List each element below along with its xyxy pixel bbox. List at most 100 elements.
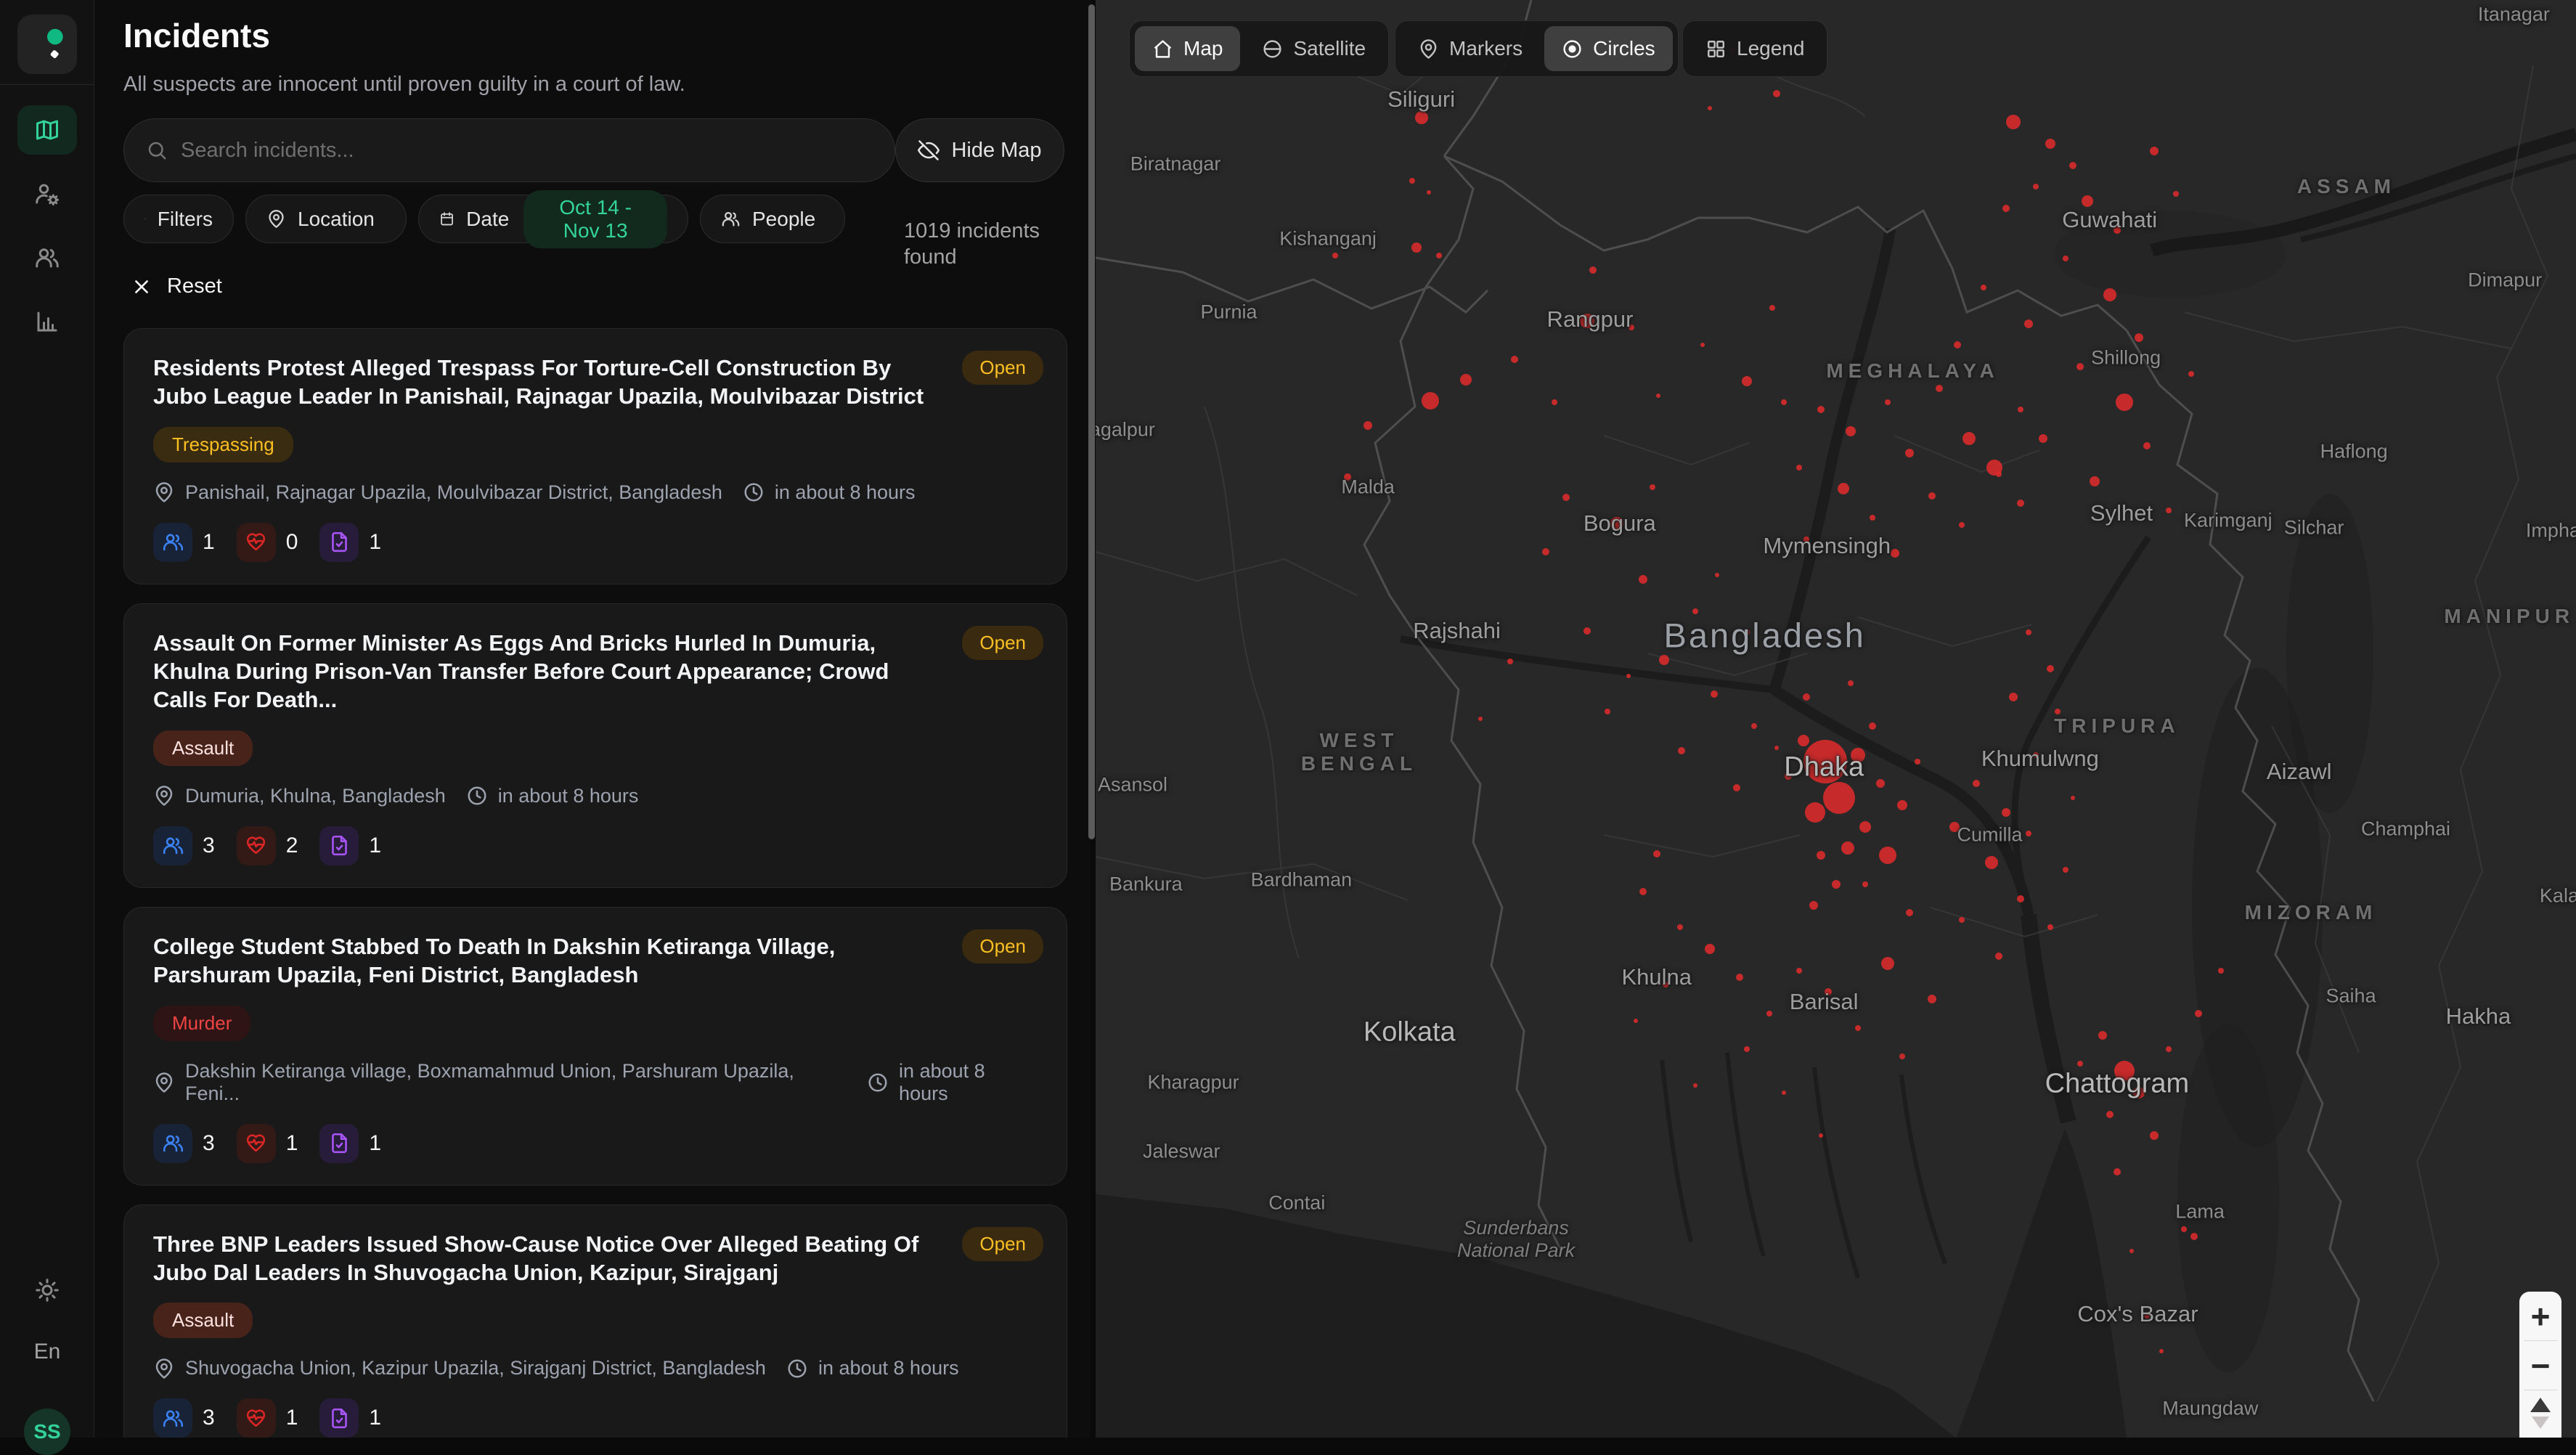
zoom-out-button[interactable]: − — [2519, 1341, 2561, 1390]
suspects-icon — [162, 834, 184, 857]
reports-count: 1 — [369, 530, 381, 555]
reports-chip — [319, 826, 359, 865]
suspects-chip — [153, 523, 192, 562]
incident-title: College Student Stabbed To Death In Daks… — [153, 932, 937, 990]
legend-group: Legend — [1682, 20, 1827, 77]
map-label: TRIPURA — [2054, 714, 2180, 738]
results-count: 1019 incidents found — [904, 218, 1056, 271]
map-label: Hakha — [2446, 1003, 2511, 1030]
location-filter-button[interactable]: Location — [245, 195, 407, 243]
incident-tag: Murder — [153, 1006, 250, 1041]
map-label: Guwahati — [2062, 207, 2157, 233]
incident-tag: Assault — [153, 730, 253, 766]
map-zoom-control: + − — [2519, 1292, 2561, 1438]
map-label: Cox's Bazar — [2077, 1301, 2198, 1327]
filters-button[interactable]: Filters — [123, 195, 234, 243]
map-label: MANIPUR — [2444, 605, 2575, 628]
sidebar-item-people[interactable] — [17, 233, 77, 282]
incident-time: in about 8 hours — [818, 1357, 959, 1379]
map-label: Bhagalpur — [1096, 419, 1155, 441]
date-filter-button[interactable]: Date Oct 14 - Nov 13 — [418, 195, 688, 243]
incident-card[interactable]: Three BNP Leaders Issued Show-Cause Noti… — [123, 1205, 1067, 1438]
hide-map-button[interactable]: Hide Map — [895, 118, 1064, 182]
map-label: Siliguri — [1387, 86, 1455, 113]
users-icon — [34, 245, 60, 271]
reports-chip — [319, 1398, 359, 1438]
calendar-icon — [439, 209, 455, 229]
crescent-logo-icon — [28, 25, 66, 63]
satellite-view-button[interactable]: Satellite — [1244, 26, 1383, 71]
incident-tag: Assault — [153, 1303, 253, 1338]
map-label: Sunderbans National Park — [1457, 1217, 1575, 1262]
map-label: Bardhaman — [1251, 868, 1353, 891]
markers-mode-button[interactable]: Markers — [1401, 26, 1540, 71]
incident-tag: Trespassing — [153, 427, 293, 462]
map-canvas[interactable]: ItanagarSiliguriBiratnagarGuwahatiASSAMK… — [1096, 0, 2576, 1438]
tilt-control[interactable] — [2519, 1390, 2561, 1438]
satellite-view-label: Satellite — [1293, 37, 1366, 60]
circles-mode-label: Circles — [1593, 37, 1655, 60]
map-label: Champhai — [2361, 818, 2450, 841]
sun-icon — [34, 1277, 60, 1303]
map-label: Saiha — [2326, 985, 2376, 1008]
status-badge: Open — [962, 351, 1043, 385]
app-logo[interactable] — [17, 15, 77, 74]
reports-chip — [319, 523, 359, 562]
casualties-icon — [245, 834, 267, 857]
people-filter-button[interactable]: People — [700, 195, 845, 243]
clock-icon — [466, 785, 488, 807]
suspects-icon — [162, 1132, 184, 1154]
pin-icon — [1418, 38, 1439, 60]
suspects-count: 3 — [203, 1131, 215, 1156]
incident-location: Panishail, Rajnagar Upazila, Moulvibazar… — [185, 481, 722, 504]
page-subtitle: All suspects are innocent until proven g… — [123, 73, 685, 97]
house-icon — [1152, 38, 1173, 60]
legend-label: Legend — [1737, 37, 1804, 60]
theme-toggle[interactable] — [17, 1266, 77, 1315]
casualties-chip — [237, 523, 276, 562]
reset-filters-button[interactable]: Reset — [132, 274, 222, 298]
status-badge: Open — [962, 626, 1043, 660]
list-scrollbar[interactable] — [1088, 4, 1095, 839]
incident-card[interactable]: Residents Protest Alleged Trespass For T… — [123, 328, 1067, 584]
incident-card[interactable]: Assault On Former Minister As Eggs And B… — [123, 603, 1067, 888]
sidebar-item-map[interactable] — [17, 105, 77, 155]
map-label: Bankura — [1109, 873, 1183, 895]
map-label: Kalay — [2540, 884, 2576, 907]
reports-count: 1 — [369, 834, 381, 858]
reports-icon — [328, 1407, 351, 1430]
zoom-in-button[interactable]: + — [2519, 1292, 2561, 1340]
map-pin-icon — [153, 481, 175, 503]
map-label: Silchar — [2284, 516, 2344, 539]
legend-button[interactable]: Legend — [1688, 26, 1822, 71]
avatar[interactable]: SS — [24, 1409, 70, 1455]
sidebar-item-user-settings[interactable] — [17, 169, 77, 219]
map-label: Imphal — [2526, 519, 2576, 542]
casualties-chip — [237, 826, 276, 865]
reset-label: Reset — [167, 274, 222, 298]
map-label: Contai — [1268, 1192, 1325, 1215]
map-label: Itanagar — [2478, 3, 2550, 25]
language-switcher[interactable]: En — [0, 1340, 94, 1364]
map-label: Karimganj — [2184, 509, 2273, 531]
globe-icon — [1262, 38, 1283, 60]
status-badge: Open — [962, 1227, 1043, 1261]
casualties-icon — [245, 1132, 267, 1154]
map-label: Shillong — [2091, 347, 2161, 370]
eye-off-icon — [918, 139, 939, 161]
map-label: Purnia — [1200, 301, 1257, 323]
bar-chart-icon — [34, 309, 60, 335]
incident-location: Dumuria, Khulna, Bangladesh — [185, 785, 446, 807]
sidebar: En SS — [0, 0, 94, 1438]
map-pin-icon — [266, 209, 286, 229]
map-view-button[interactable]: Map — [1135, 26, 1240, 71]
reports-chip — [319, 1124, 359, 1163]
sidebar-item-analytics[interactable] — [17, 297, 77, 346]
tilt-down-icon — [2532, 1417, 2549, 1429]
circles-mode-button[interactable]: Circles — [1544, 26, 1673, 71]
search-input[interactable] — [181, 139, 873, 163]
marker-mode-group: Markers Circles — [1395, 20, 1679, 77]
incident-card[interactable]: College Student Stabbed To Death In Daks… — [123, 907, 1067, 1186]
search-icon — [146, 139, 168, 161]
map-label: Khulna — [1622, 964, 1692, 990]
